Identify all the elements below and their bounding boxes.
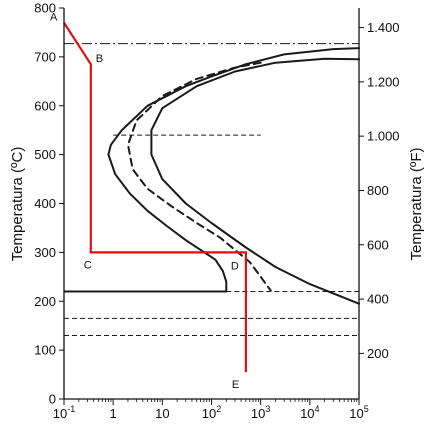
point-label-C: C [84,259,92,271]
y2-tick-label-1200: 1.200 [367,74,400,89]
y-tick-label-200: 200 [34,294,56,309]
y2-tick-label-800: 800 [367,183,389,198]
y2-tick-label-1400: 1.400 [367,20,400,35]
x-tick-label-1: 1 [110,406,117,421]
cooling-path-line [63,22,247,373]
y-tick-label-600: 600 [34,98,56,113]
y-tick-label-800: 800 [34,1,56,16]
x-tick-label-0.1: 10-1 [53,404,75,421]
point-label-B: B [96,53,103,65]
x-tick-label-100: 102 [202,404,221,421]
x-tick-exponent: -1 [67,404,75,414]
y2-tick-label-600: 600 [367,237,389,252]
x-tick-exponent: 4 [315,404,320,414]
x-tick-label-1000: 103 [251,404,270,421]
y2-tick-label-200: 200 [367,346,389,361]
x-tick-exponent: 2 [216,404,221,414]
point-label-A: A [50,12,58,24]
transformation-curve-1 [107,47,360,293]
x-tick-label-10: 10 [155,406,169,421]
x-tick-label-100000: 105 [349,404,368,421]
point-label-E: E [232,379,239,391]
y2-tick-label-1000: 1.000 [367,129,400,144]
y-axis-title-fahrenheit: Temperatura (ºF) [408,147,425,260]
transformation-curve-2 [127,61,272,292]
y-tick-label-500: 500 [34,147,56,162]
x-tick-exponent: 3 [265,404,270,414]
y-tick-label-300: 300 [34,245,56,260]
point-label-D: D [231,260,239,272]
y-tick-label-700: 700 [34,49,56,64]
y2-tick-label-400: 400 [367,292,389,307]
transformation-curve-3 [150,57,360,305]
y-tick-label-100: 100 [34,343,56,358]
y-tick-label-0: 0 [49,392,56,407]
x-tick-exponent: 5 [364,404,369,414]
y-axis-title-celsius: Temperatura (ºC) [9,147,26,262]
x-tick-label-10000: 104 [300,404,319,421]
y-tick-label-400: 400 [34,196,56,211]
